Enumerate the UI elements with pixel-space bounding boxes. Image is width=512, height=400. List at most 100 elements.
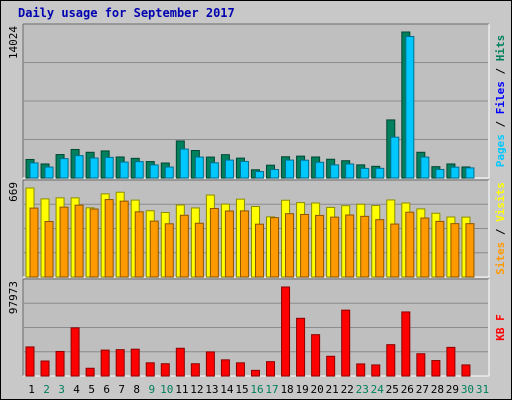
bar-files-day-22 [345,163,355,179]
bar-files-day-15 [239,160,249,179]
bar-sites-day-18 [285,213,295,278]
bar-kb-f-day-27 [416,353,426,377]
bar-files-day-21 [330,164,340,179]
bar-kb-f-day-26 [401,311,411,377]
x-tick-label-day-1: 1 [28,383,35,396]
bar-kb-f-day-17 [266,361,276,377]
x-tick-label-day-11: 11 [175,383,188,396]
bar-kb-f-day-1 [25,346,35,377]
bar-kb-f-day-10 [160,363,170,377]
x-tick-label-day-7: 7 [118,383,125,396]
bar-files-day-5 [89,157,99,179]
chart-title: Daily usage for September 2017 [18,6,235,20]
bar-sites-day-29 [450,223,460,278]
bar-kb-f-day-9 [145,362,155,377]
bar-kb-f-day-13 [205,351,215,377]
x-tick-label-day-5: 5 [88,383,95,396]
x-tick-label-day-14: 14 [220,383,234,396]
bar-files-day-19 [300,159,310,179]
bar-files-day-29 [450,166,460,179]
bar-kb-f-day-5 [85,367,95,377]
bar-kb-f-day-21 [326,355,336,377]
x-tick-label-day-31: 31 [476,383,489,396]
x-tick-label-day-8: 8 [133,383,140,396]
bar-sites-day-24 [375,219,385,278]
legend-item-files: Files [494,81,507,114]
x-tick-label-day-20: 20 [311,383,324,396]
x-tick-label-day-19: 19 [295,383,308,396]
bar-files-day-20 [315,161,325,179]
bar-sites-day-10 [164,223,174,278]
x-tick-label-day-12: 12 [190,383,203,396]
bar-files-day-28 [435,168,445,179]
bar-kb-f-day-29 [446,346,456,377]
bar-sites-day-22 [345,214,355,278]
bar-sites-day-4 [74,204,84,278]
x-tick-label-day-3: 3 [58,383,65,396]
legend-separator: / [494,61,507,81]
legend-item-visits: Visits [494,182,507,222]
bar-kb-f-day-16 [250,369,260,377]
bar-sites-day-15 [239,210,249,278]
y-max-tick-label: 14024 [7,26,20,59]
legend-item-hits: Hits [494,35,507,62]
x-tick-label-day-29: 29 [446,383,459,396]
bar-sites-day-17 [270,217,280,278]
bar-kb-f-day-11 [175,347,185,377]
bar-kb-f-day-7 [115,349,125,377]
legend-item-pages: Pages [494,134,507,167]
x-tick-label-day-26: 26 [401,383,414,396]
bar-files-day-10 [164,166,174,179]
bar-sites-day-1 [29,207,39,278]
bar-sites-day-25 [390,223,400,278]
x-tick-label-day-22: 22 [341,383,354,396]
bar-files-day-12 [194,156,204,179]
bar-kb-f-day-2 [40,360,50,377]
bar-files-day-18 [285,159,295,179]
x-tick-label-day-25: 25 [386,383,399,396]
x-tick-label-day-4: 4 [73,383,80,396]
bar-sites-day-19 [300,213,310,278]
bar-files-day-2 [44,166,54,179]
bar-files-day-14 [224,159,234,179]
bar-sites-day-20 [315,214,325,278]
bar-files-day-17 [270,169,280,179]
bar-sites-day-28 [435,220,445,278]
bar-sites-day-12 [194,222,204,278]
bar-kb-f-day-12 [190,363,200,377]
bar-sites-day-9 [149,220,159,278]
x-tick-label-day-10: 10 [160,383,173,396]
bar-files-day-23 [360,167,370,179]
bar-files-day-4 [74,155,84,179]
bar-kb-f-day-28 [431,360,441,377]
bar-kb-f-day-18 [281,286,291,377]
legend-item-sites: Sites [494,242,507,275]
bar-files-day-26 [405,36,415,179]
panel-3: 97973 KB F [7,278,507,377]
bar-kb-f-day-3 [55,350,65,377]
bar-sites-day-11 [179,214,189,278]
legend-separator: / [494,222,507,242]
bar-kb-f-day-30 [461,364,471,377]
y-max-tick-label: 669 [7,182,20,202]
bar-kb-f-day-23 [356,363,366,377]
panel-1: 14024 Pages / Files / Hits [7,23,507,179]
bar-files-day-13 [209,162,219,179]
bar-files-day-1 [29,162,39,179]
bar-kb-f-day-6 [100,349,110,377]
x-tick-label-day-27: 27 [416,383,429,396]
bar-files-day-30 [465,167,475,179]
bar-kb-f-day-20 [311,334,321,377]
legend: KB F [494,314,507,341]
bar-kb-f-day-8 [130,348,140,377]
bar-kb-f-day-14 [220,359,230,377]
bar-sites-day-3 [59,206,69,278]
bar-files-day-11 [179,148,189,179]
bar-sites-day-8 [134,211,144,278]
x-tick-label-day-15: 15 [235,383,248,396]
x-tick-label-day-18: 18 [280,383,293,396]
legend: Sites / Visits [494,182,507,275]
legend: Pages / Files / Hits [494,35,507,168]
bar-kb-f-day-24 [371,364,381,377]
